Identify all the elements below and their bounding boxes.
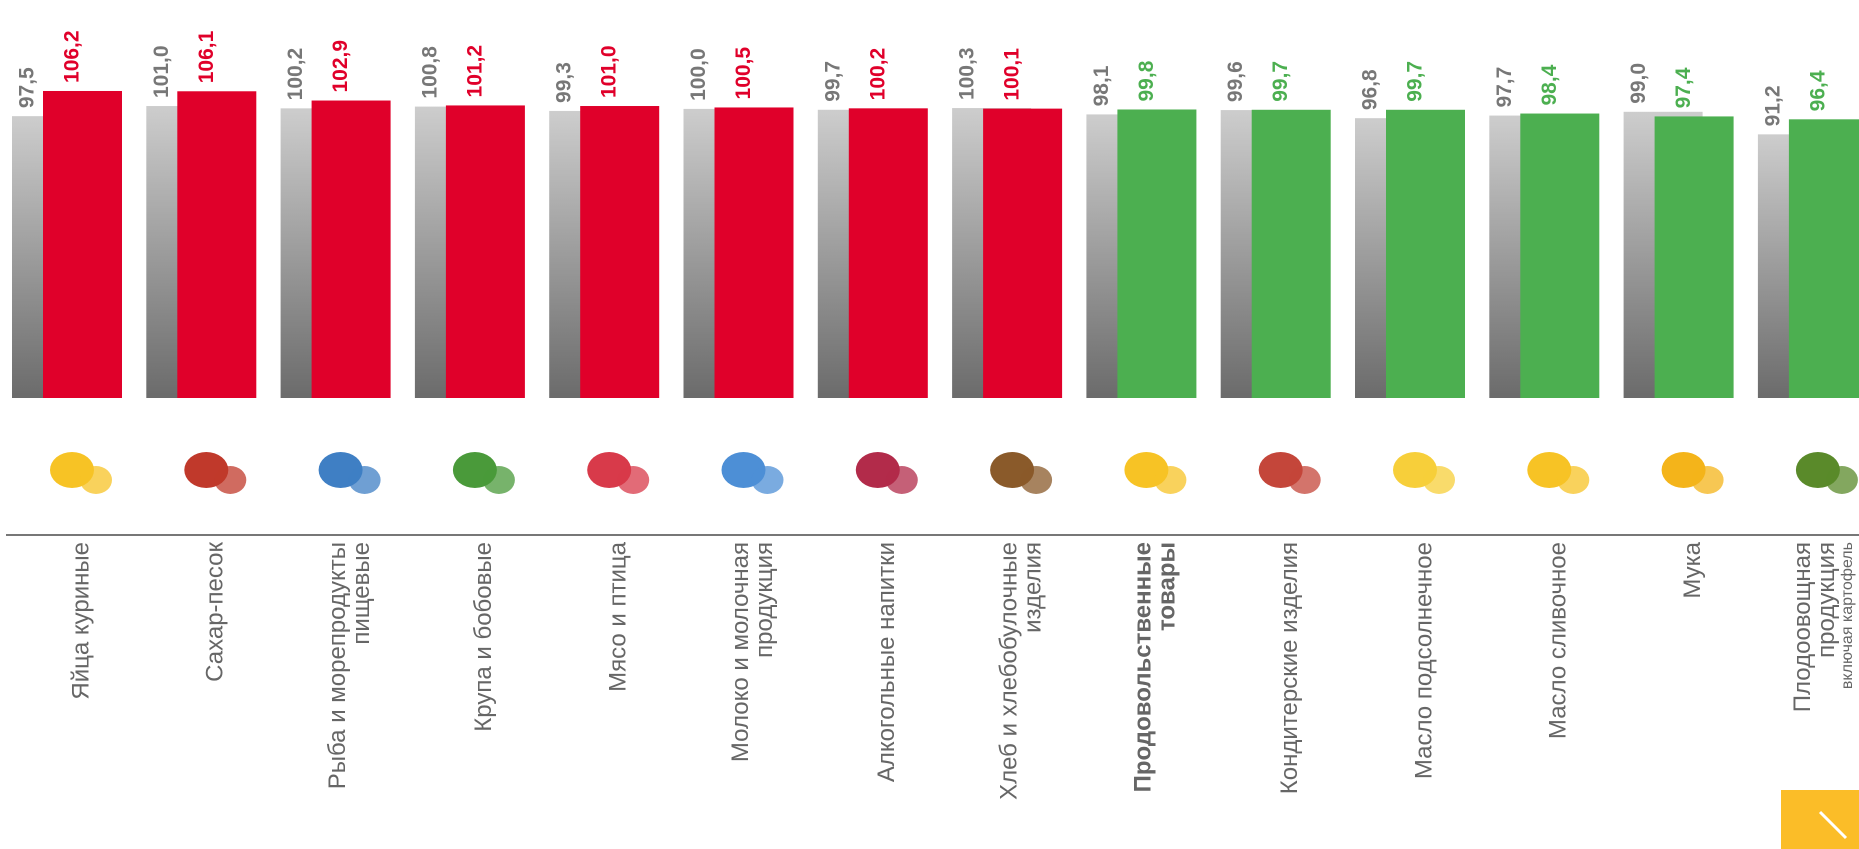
value-label-previous: 98,1 bbox=[1090, 65, 1113, 106]
category-icon bbox=[318, 452, 381, 494]
value-label-current: 98,4 bbox=[1538, 64, 1561, 105]
icon-shape bbox=[751, 466, 784, 494]
category-icon bbox=[1527, 452, 1590, 494]
value-label-previous: 99,7 bbox=[821, 61, 844, 102]
bar-current bbox=[848, 108, 928, 399]
value-label-previous: 96,8 bbox=[1359, 69, 1382, 110]
value-label-current: 96,4 bbox=[1806, 70, 1829, 111]
category-icon bbox=[1393, 452, 1455, 494]
bar-current bbox=[1520, 113, 1600, 398]
icon-shape bbox=[1154, 466, 1187, 494]
bar-current bbox=[580, 106, 660, 398]
category-icon bbox=[990, 452, 1053, 494]
category-label: Масло подсолнечное bbox=[1410, 542, 1437, 779]
bar-current bbox=[1654, 116, 1734, 399]
icon-shape bbox=[348, 466, 381, 494]
category-icon bbox=[855, 452, 918, 494]
corner-button[interactable] bbox=[1781, 790, 1859, 849]
icon-shape bbox=[482, 466, 515, 494]
category-label: Плодоовощная bbox=[1789, 542, 1816, 712]
value-label-current: 99,7 bbox=[1404, 61, 1427, 102]
value-label-previous: 101,0 bbox=[150, 45, 173, 98]
category-icon bbox=[1661, 452, 1724, 494]
value-label-current: 106,2 bbox=[61, 30, 84, 83]
category-label: Рыба и морепродукты bbox=[324, 542, 351, 789]
category-label: Продовольственные bbox=[1130, 542, 1157, 792]
value-label-previous: 97,7 bbox=[1493, 67, 1516, 108]
icon-shape bbox=[1020, 466, 1053, 494]
category-label: Яйца куриные bbox=[67, 542, 94, 700]
category-icon bbox=[1258, 452, 1321, 494]
category-label: продукция bbox=[751, 542, 778, 658]
bar-current bbox=[714, 107, 794, 399]
category-label: Масло сливочное bbox=[1545, 542, 1572, 739]
icon-shape bbox=[1423, 466, 1455, 494]
value-label-current: 99,7 bbox=[1269, 61, 1292, 102]
icon-shape bbox=[885, 466, 918, 494]
category-label: Кондитерские изделия bbox=[1276, 542, 1303, 794]
value-label-current: 100,1 bbox=[1001, 48, 1024, 101]
value-label-current: 100,5 bbox=[732, 47, 755, 100]
category-label: Молоко и молочная bbox=[727, 542, 754, 762]
value-label-previous: 97,5 bbox=[16, 67, 39, 108]
icon-shape bbox=[1557, 466, 1590, 494]
category-label: товары bbox=[1154, 542, 1181, 631]
icon-shape bbox=[1825, 466, 1858, 494]
value-label-current: 100,2 bbox=[866, 48, 889, 101]
icon-shape bbox=[1288, 466, 1321, 494]
value-label-current: 101,2 bbox=[463, 45, 486, 98]
value-label-previous: 99,3 bbox=[553, 62, 576, 103]
category-icon bbox=[721, 452, 784, 494]
bar-current bbox=[1117, 109, 1197, 398]
icon-shape bbox=[80, 466, 112, 494]
bar-current bbox=[1251, 109, 1331, 398]
category-label: Алкогольные напитки bbox=[873, 542, 900, 782]
icon-shape bbox=[617, 466, 650, 494]
category-label: продукция bbox=[1813, 542, 1840, 658]
category-icon bbox=[1795, 452, 1858, 494]
category-icon bbox=[587, 452, 650, 494]
bar-current bbox=[445, 105, 525, 398]
value-label-current: 106,1 bbox=[195, 30, 218, 83]
value-label-previous: 91,2 bbox=[1761, 85, 1784, 126]
value-label-previous: 100,0 bbox=[687, 48, 710, 101]
bar-current bbox=[1386, 109, 1465, 398]
category-label: Крупа и бобовые bbox=[470, 542, 497, 732]
bar-current bbox=[43, 90, 122, 399]
bar-current bbox=[1788, 119, 1859, 399]
icon-shape bbox=[214, 466, 247, 494]
value-label-previous: 99,0 bbox=[1627, 63, 1650, 104]
category-label: Хлеб и хлебобулочные bbox=[995, 542, 1022, 800]
bar-current bbox=[983, 108, 1063, 399]
icon-shape bbox=[1691, 466, 1724, 494]
category-icon bbox=[184, 452, 247, 494]
category-note: включая картофель bbox=[1839, 542, 1856, 689]
value-label-previous: 99,6 bbox=[1224, 61, 1247, 102]
value-label-current: 101,0 bbox=[598, 45, 621, 98]
category-label: Сахар-песок bbox=[202, 542, 229, 682]
category-label: Мука bbox=[1679, 541, 1706, 598]
bar-current bbox=[311, 100, 391, 398]
value-label-previous: 100,3 bbox=[956, 47, 979, 100]
value-label-previous: 100,8 bbox=[418, 46, 441, 99]
category-icon bbox=[50, 452, 112, 494]
value-label-current: 102,9 bbox=[329, 40, 352, 93]
category-icon bbox=[1124, 452, 1187, 494]
category-label: Мясо и птица bbox=[605, 541, 632, 691]
category-label: изделия bbox=[1019, 542, 1046, 633]
bar-current bbox=[177, 91, 257, 399]
value-label-previous: 100,2 bbox=[284, 48, 307, 101]
category-icon bbox=[452, 452, 515, 494]
value-label-current: 99,8 bbox=[1135, 60, 1158, 101]
value-label-current: 97,4 bbox=[1672, 67, 1695, 108]
category-label: пищевые bbox=[348, 542, 375, 645]
